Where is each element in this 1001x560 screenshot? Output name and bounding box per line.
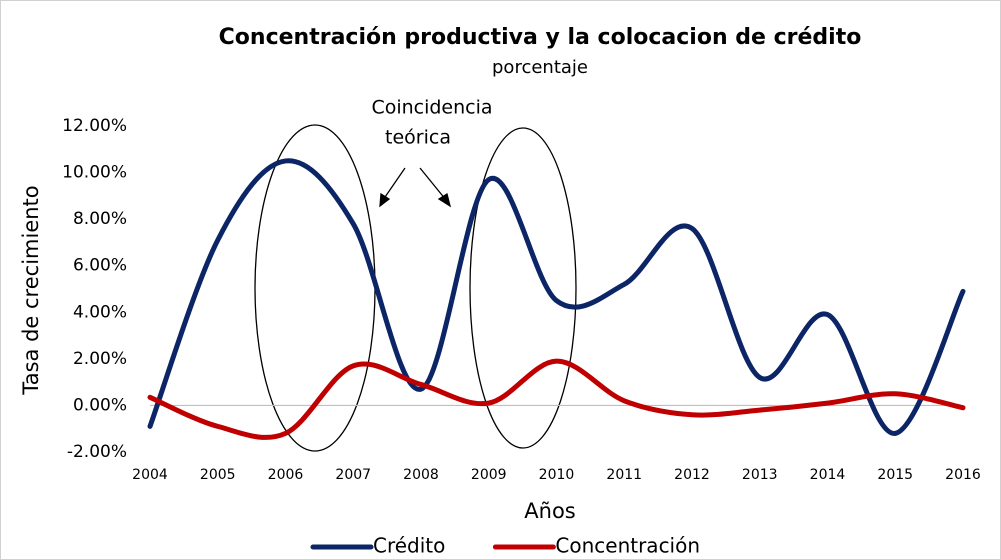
annotation-shapes <box>254 124 577 452</box>
x-tick-label: 2013 <box>742 467 778 483</box>
y-tick-label: 10.00% <box>62 163 127 183</box>
y-tick-label: 12.00% <box>62 116 127 136</box>
arrow-head <box>379 192 391 208</box>
x-tick-label: 2015 <box>877 467 913 483</box>
y-tick-label: 6.00% <box>73 256 127 276</box>
x-tick-label: 2005 <box>200 467 236 483</box>
x-tick-label: 2010 <box>539 467 575 483</box>
y-tick-label: 8.00% <box>73 209 127 229</box>
x-tick-label: 2006 <box>268 467 304 483</box>
y-axis-label: Tasa de crecimiento <box>19 185 43 395</box>
x-axis-label: Años <box>524 499 575 523</box>
x-tick-label: 2011 <box>606 467 642 483</box>
annotation: Coincidencia <box>371 97 492 119</box>
y-tick-label: -2.00% <box>67 442 127 462</box>
y-tick-label: 2.00% <box>73 349 127 369</box>
x-tick-label: 2007 <box>335 467 371 483</box>
x-tick-label: 2008 <box>403 467 439 483</box>
y-tick-label: 0.00% <box>73 395 127 415</box>
series-line <box>147 358 966 440</box>
arrow <box>419 167 447 201</box>
annotation: teórica <box>385 127 451 149</box>
x-tick-label: 2009 <box>471 467 507 483</box>
arrow-head <box>437 192 452 208</box>
chart-title: Concentración productiva y la colocacion… <box>219 25 862 50</box>
y-tick-label: 4.00% <box>73 302 127 322</box>
x-tick-label: 2016 <box>945 467 981 483</box>
x-tick-label: 2004 <box>132 467 168 483</box>
x-tick-label: 2012 <box>674 467 710 483</box>
ellipse <box>469 127 577 449</box>
x-tick-label: 2014 <box>810 467 846 483</box>
chart-subtitle: porcentaje <box>492 57 588 78</box>
arrow <box>382 167 406 201</box>
legend-label: Concentración <box>555 534 700 558</box>
legend-label: Crédito <box>373 534 445 558</box>
series-line <box>147 158 966 436</box>
